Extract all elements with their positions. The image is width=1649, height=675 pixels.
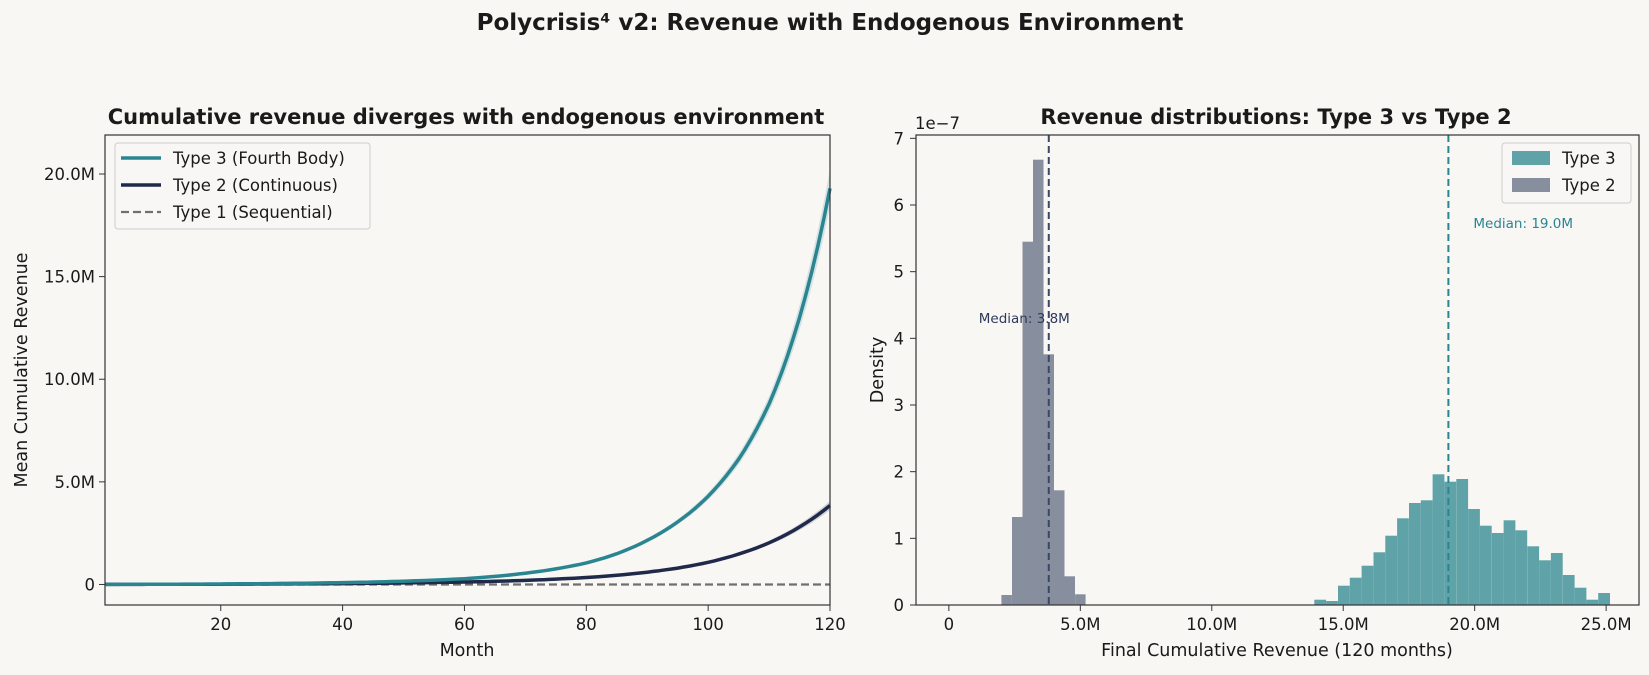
histogram-legend: Type 3 Type 2: [1501, 142, 1632, 204]
hist-bar-type3: [1409, 503, 1421, 605]
line-chart-y-label: Mean Cumulative Revenue: [12, 253, 32, 488]
hist-bar-type3: [1432, 474, 1445, 605]
hist-bar-type3: [1349, 577, 1362, 605]
x-tick-label: 80: [576, 615, 597, 634]
histogram-x-ticks: 0 5.0M 10.0M 15.0M 20.0M 25.0M: [944, 605, 1632, 634]
hist-bar-type2: [1064, 576, 1075, 605]
legend-swatch-hist-type3: [1512, 151, 1550, 165]
hist-bar-type3: [1574, 587, 1587, 605]
hist-bar-type3: [1373, 552, 1386, 605]
y-tick-label: 5.0M: [55, 473, 95, 492]
hist-bar-type2: [1033, 159, 1044, 605]
y-tick-label: 3: [894, 396, 905, 415]
hist-bar-type2: [1012, 517, 1023, 605]
y-tick-label: 2: [894, 463, 905, 482]
legend-label-type2: Type 2 (Continuous): [172, 176, 338, 195]
x-tick-label: 0: [944, 615, 955, 634]
histogram-title: Revenue distributions: Type 3 vs Type 2: [1040, 105, 1511, 129]
x-tick-label: 25.0M: [1581, 615, 1632, 634]
legend-swatch-hist-type2: [1512, 178, 1550, 192]
y-tick-label: 20.0M: [44, 165, 95, 184]
line-chart-legend: Type 3 (Fourth Body) Type 2 (Continuous)…: [114, 142, 371, 230]
x-tick-label: 5.0M: [1060, 615, 1100, 634]
x-tick-label: 120: [814, 615, 846, 634]
hist-bar-type3: [1361, 565, 1374, 605]
histogram-bars: [1001, 159, 1610, 605]
hist-bar-type3: [1444, 481, 1457, 605]
hist-bar-type3: [1338, 585, 1350, 605]
median-label-type3: Median: 19.0M: [1473, 216, 1573, 232]
x-tick-label: 60: [454, 615, 475, 634]
legend-label-type1: Type 1 (Sequential): [172, 203, 333, 222]
y-tick-label: 5: [894, 263, 905, 282]
hist-bar-type2: [1022, 241, 1033, 605]
hist-bar-type3: [1479, 525, 1492, 605]
histogram-median-lines: Median: 3.8M Median: 19.0M: [979, 135, 1573, 605]
histogram-chart: Revenue distributions: Type 3 vs Type 2 …: [868, 105, 1640, 661]
legend-label-type3: Type 3 (Fourth Body): [172, 149, 345, 168]
x-tick-label: 10.0M: [1186, 615, 1237, 634]
y-tick-label: 0: [85, 575, 96, 594]
hist-bar-type3: [1527, 546, 1540, 605]
histogram-y-ticks: 0 1 2 3 4 5 6 7: [894, 129, 916, 615]
hist-bar-type3: [1562, 575, 1575, 605]
hist-bar-type3: [1586, 599, 1599, 605]
hist-bar-type2: [1001, 595, 1012, 605]
histogram-x-label: Final Cumulative Revenue (120 months): [1101, 641, 1453, 661]
hist-bar-type3: [1491, 533, 1504, 605]
line-chart-x-label: Month: [440, 641, 495, 661]
x-tick-label: 20: [210, 615, 231, 634]
hist-bar-type3: [1420, 500, 1433, 605]
x-tick-label: 100: [692, 615, 724, 634]
line-chart-legend-box: [114, 142, 371, 230]
hist-bar-type3: [1468, 509, 1480, 605]
hist-bar-type3: [1515, 530, 1528, 605]
y-tick-label: 15.0M: [44, 268, 95, 287]
hist-bar-type3: [1598, 593, 1610, 605]
histogram-y-label: Density: [868, 337, 888, 404]
line-chart-frame: [104, 134, 831, 606]
legend-label-hist-type3: Type 3: [1561, 149, 1616, 168]
hist-bar-type3: [1503, 520, 1516, 605]
y-tick-label: 0: [894, 596, 905, 615]
hist-bar-type3: [1539, 560, 1551, 605]
hist-bar-type3: [1397, 518, 1409, 605]
y-tick-label: 1: [894, 529, 905, 548]
line-chart-x-ticks: 20 40 60 80 100 120: [210, 605, 846, 634]
y-tick-label: 7: [894, 129, 905, 148]
x-tick-label: 20.0M: [1449, 615, 1500, 634]
hist-bar-type2: [1054, 490, 1065, 605]
y-tick-label: 10.0M: [44, 370, 95, 389]
hist-bar-type2: [1075, 594, 1086, 605]
hist-bar-type3: [1314, 599, 1327, 605]
hist-bar-type3: [1326, 601, 1338, 605]
hist-bar-type3: [1456, 479, 1469, 605]
legend-label-hist-type2: Type 2: [1561, 176, 1616, 195]
histogram-y-offset-text: 1e−7: [915, 114, 960, 133]
histogram-frame: [915, 134, 1640, 606]
line-type3: [105, 188, 832, 587]
line-chart-series: [105, 188, 832, 587]
line-chart-title: Cumulative revenue diverges with endogen…: [108, 105, 825, 129]
line-chart: Cumulative revenue diverges with endogen…: [12, 105, 846, 661]
figure-title: Polycrisis⁴ v2: Revenue with Endogenous …: [477, 10, 1184, 36]
line-chart-y-ticks: 0 5.0M 10.0M 15.0M 20.0M: [44, 165, 105, 594]
y-tick-label: 6: [894, 196, 905, 215]
x-tick-label: 15.0M: [1318, 615, 1369, 634]
hist-bar-type3: [1550, 553, 1563, 605]
y-tick-label: 4: [894, 329, 905, 348]
hist-bar-type3: [1385, 535, 1398, 605]
x-tick-label: 40: [332, 615, 353, 634]
median-label-type2: Median: 3.8M: [979, 311, 1070, 327]
